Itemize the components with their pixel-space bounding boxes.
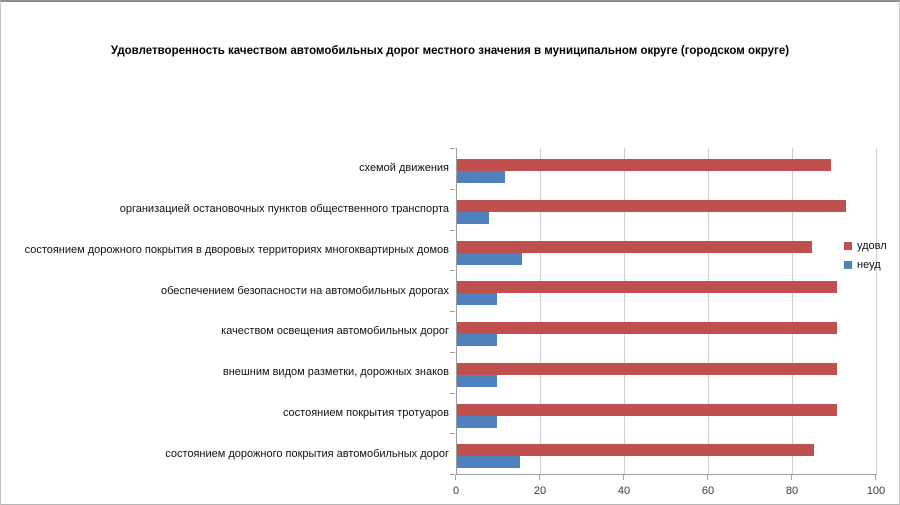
x-axis-tick-label: 0 [452, 485, 460, 497]
x-axis-tick-label: 80 [785, 485, 799, 497]
category-label: обеспечением безопасности на автомобильн… [161, 284, 449, 297]
legend-label-neud: неуд [857, 258, 881, 271]
category-label: состоянием дорожного покрытия автомобиль… [165, 447, 449, 460]
y-axis-tick [450, 230, 455, 231]
bar-neud [457, 252, 523, 265]
category-label: организацией остановочных пунктов общест… [119, 203, 449, 216]
category-label: состоянием покрытия тротуаров [282, 406, 449, 419]
bar-neud [457, 415, 497, 428]
x-axis-tick-label: 100 [866, 485, 886, 497]
y-axis-tick [450, 474, 455, 475]
x-axis-tick-label: 60 [701, 485, 715, 497]
legend-item-udovl: удовл [844, 236, 887, 255]
gridline [540, 148, 541, 474]
category-label: внешним видом разметки, дорожных знаков [222, 366, 449, 379]
x-axis-tick-label: 40 [617, 485, 631, 497]
category-label: качеством освещения автомобильных дорог [221, 325, 449, 338]
x-axis-tick [539, 475, 540, 480]
gridline [708, 148, 709, 474]
bar-neud [457, 334, 497, 346]
bar-udovl [457, 444, 814, 457]
x-axis-tick [707, 475, 708, 480]
x-axis-tick-label: 20 [533, 485, 547, 497]
bar-neud [457, 374, 497, 387]
bar-neud [457, 211, 489, 224]
legend-swatch-udovl-icon [844, 241, 852, 250]
x-axis-tick [791, 475, 792, 480]
bar-neud [457, 456, 520, 469]
bar-neud [457, 293, 497, 306]
legend: удовл неуд [844, 236, 887, 274]
y-axis-tick [450, 189, 455, 190]
x-axis-tick [455, 475, 456, 480]
bar-neud [457, 171, 506, 183]
y-axis-tick [450, 311, 455, 312]
plot-area [456, 148, 877, 475]
bar-udovl [457, 281, 838, 294]
bar-udovl [457, 322, 838, 334]
legend-swatch-neud-icon [844, 260, 852, 269]
y-axis-tick [450, 393, 455, 394]
gridline [876, 148, 877, 474]
x-axis-tick [623, 475, 624, 480]
bar-udovl [457, 240, 812, 253]
y-axis-tick [450, 433, 455, 434]
legend-label-udovl: удовл [857, 239, 887, 252]
y-axis-tick [450, 352, 455, 353]
category-label: состоянием дорожного покрытия в дворовых… [24, 243, 449, 256]
gridline [624, 148, 625, 474]
gridline [792, 148, 793, 474]
y-axis-tick [450, 270, 455, 271]
legend-item-neud: неуд [844, 255, 887, 274]
bar-udovl [457, 199, 846, 212]
chart-title: Удовлетворенность качеством автомобильны… [110, 45, 790, 57]
bar-udovl [457, 403, 838, 416]
bar-udovl [457, 159, 831, 171]
bar-udovl [457, 362, 838, 375]
x-axis-tick [875, 475, 876, 480]
y-axis-tick [450, 148, 455, 149]
category-label: схемой движения [359, 162, 449, 175]
